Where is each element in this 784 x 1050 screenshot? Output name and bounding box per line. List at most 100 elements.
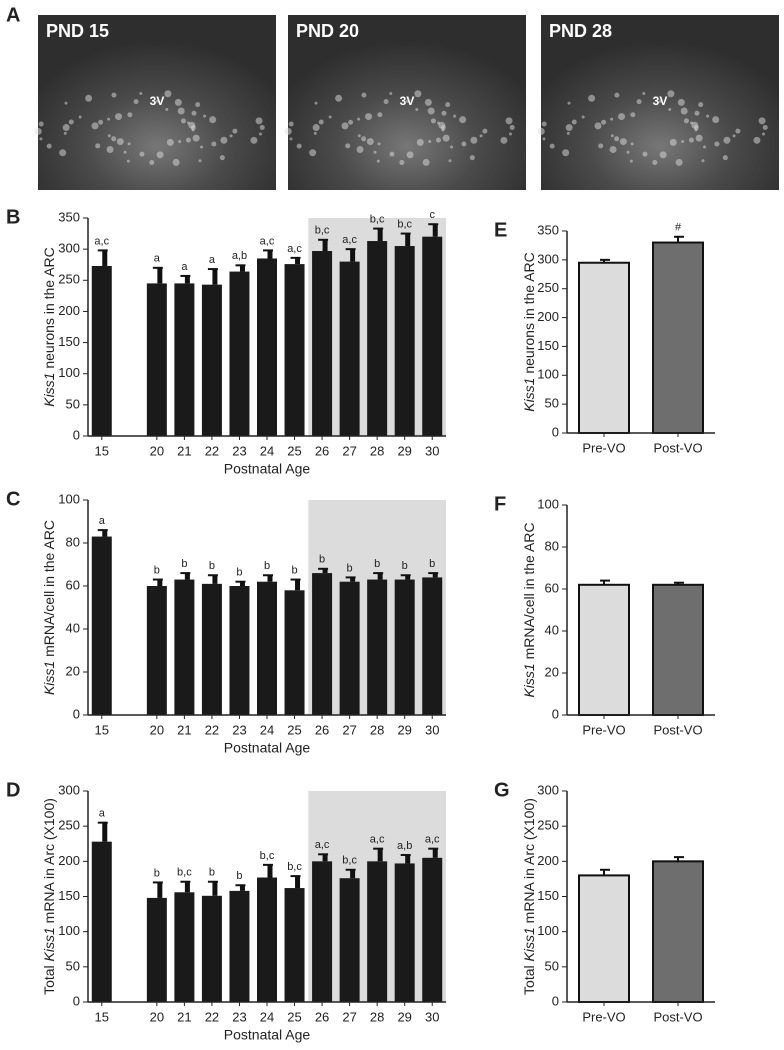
y-tick-label: 200 (537, 309, 559, 324)
y-axis-label-part: Kiss1 (41, 373, 57, 407)
speckle (166, 138, 174, 146)
speckle (377, 112, 383, 118)
speckle (115, 113, 123, 121)
x-tick-label: 30 (425, 722, 439, 737)
speckle (313, 131, 317, 135)
speckle (762, 124, 768, 130)
speckle (668, 108, 672, 112)
y-tick-label: 350 (537, 222, 559, 237)
speckle (383, 99, 389, 105)
annotation: b (402, 560, 408, 572)
annotation: a,c (260, 235, 275, 247)
annotation: a,c (94, 235, 109, 247)
bar (422, 857, 443, 1002)
annotation: c (429, 209, 435, 221)
speckle (505, 117, 513, 125)
bar (394, 579, 415, 715)
bar (174, 892, 195, 1002)
y-axis-label: Total Kiss1 mRNA in Arc (X100) (41, 798, 57, 995)
speckle (461, 141, 467, 147)
speckle (422, 158, 430, 166)
y-axis-label-part: Kiss1 (521, 927, 537, 961)
annotation: b,c (315, 225, 330, 237)
speckle (406, 151, 414, 159)
y-tick-label: 150 (58, 888, 80, 903)
y-tick-label: 100 (537, 496, 559, 511)
y-axis-label: Kiss1 mRNA/cell in the ARC (521, 522, 537, 697)
x-tick-label: Pre-VO (582, 1009, 625, 1024)
bar (312, 573, 333, 715)
speckle (188, 121, 196, 129)
speckle (581, 115, 585, 119)
x-tick-label: 30 (425, 1009, 439, 1024)
speckle (441, 110, 447, 116)
annotation: b (154, 867, 160, 879)
speckle (701, 159, 705, 163)
speckle (416, 138, 424, 146)
speckle (209, 116, 217, 124)
speckle (509, 124, 515, 130)
speckle (361, 92, 367, 98)
bar (201, 583, 222, 715)
y-tick-label: 0 (73, 706, 80, 721)
x-tick-label: 22 (205, 1009, 219, 1024)
speckle (139, 92, 143, 96)
y-tick-label: 50 (66, 958, 80, 973)
annotation: a (181, 261, 188, 273)
y-axis-label: Kiss1 neurons in the ARC (41, 247, 57, 407)
speckle (255, 117, 263, 125)
x-axis-label: Postnatal Age (224, 1027, 311, 1043)
speckle (133, 99, 139, 105)
speckle (598, 143, 604, 149)
bar (652, 241, 704, 434)
bar (367, 241, 388, 436)
x-tick-label: 25 (287, 443, 301, 458)
annotation: b (209, 867, 215, 879)
bar (174, 283, 195, 436)
annotation: a,b (232, 250, 247, 262)
speckle (642, 92, 646, 96)
speckle (341, 122, 349, 130)
annotation: b (181, 558, 187, 570)
x-tick-label: 22 (205, 443, 219, 458)
image-label: PND 15 (46, 21, 109, 41)
speckle (659, 151, 667, 159)
speckle (357, 134, 361, 138)
y-axis-label-part: neurons in the ARC (521, 252, 537, 377)
y-tick-label: 0 (552, 706, 559, 721)
y-tick-label: 300 (537, 251, 559, 266)
x-tick-label: Pre-VO (582, 440, 625, 455)
y-axis-label: Kiss1 neurons in the ARC (521, 252, 537, 412)
panel-label: F (494, 493, 506, 515)
y-tick-label: 40 (545, 622, 559, 637)
panel-label: D (6, 779, 20, 801)
speckle (735, 128, 741, 134)
speckle (185, 137, 191, 143)
annotation: a,c (342, 234, 357, 246)
y-tick-label: 200 (537, 853, 559, 868)
speckle (389, 92, 393, 96)
x-tick-label: 15 (95, 1009, 109, 1024)
bar (146, 586, 167, 715)
speckle (428, 140, 432, 144)
x-tick-label: 20 (150, 443, 164, 458)
annotation: a (154, 253, 161, 265)
annotation: b,c (177, 867, 192, 879)
speckle (610, 117, 614, 121)
bar (91, 841, 112, 1002)
annotation: b (429, 558, 435, 570)
x-tick-label: 25 (287, 1009, 301, 1024)
y-axis-label-part: Total (521, 961, 537, 994)
speckle (667, 90, 675, 98)
speckle (565, 124, 573, 132)
annotation: a,c (425, 834, 440, 846)
annotation: b (374, 558, 380, 570)
speckle (107, 134, 111, 138)
image-label: PND 28 (549, 21, 612, 41)
x-tick-label: 23 (232, 722, 246, 737)
speckle (59, 149, 67, 157)
speckle (445, 102, 451, 108)
x-tick-label: 26 (315, 1009, 329, 1024)
bar (578, 874, 630, 1004)
y-tick-label: 0 (73, 427, 80, 442)
